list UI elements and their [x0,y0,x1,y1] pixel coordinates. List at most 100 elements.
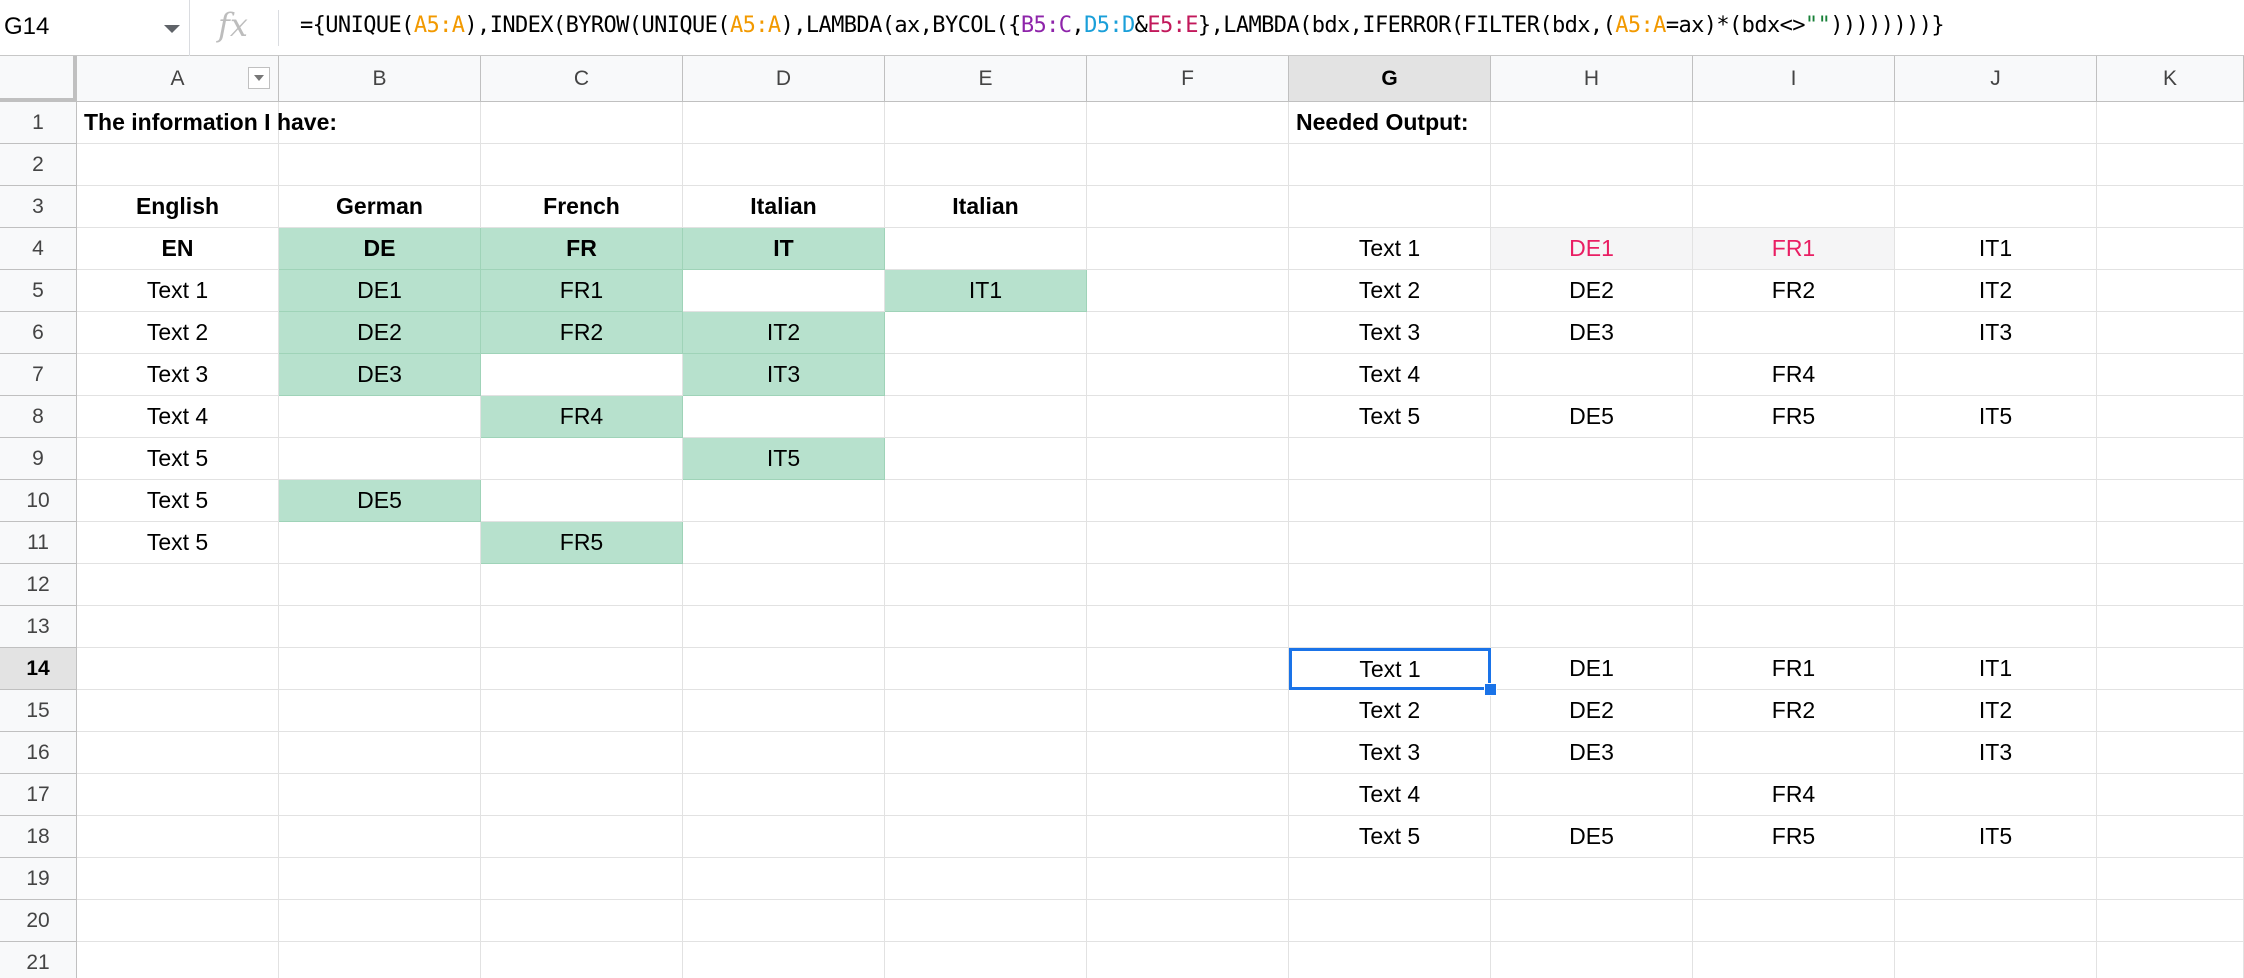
row-header-16[interactable]: 16 [0,732,77,774]
cell-h3[interactable] [1491,186,1693,228]
cell-b20[interactable] [279,900,481,942]
cell-j1[interactable] [1895,102,2097,144]
cell-b4[interactable]: DE [279,228,481,270]
cell-k9[interactable] [2097,438,2244,480]
cell-j9[interactable] [1895,438,2097,480]
cell-j15[interactable]: IT2 [1895,690,2097,732]
cell-c20[interactable] [481,900,683,942]
cell-c15[interactable] [481,690,683,732]
cell-e9[interactable] [885,438,1087,480]
cell-e14[interactable] [885,648,1087,690]
cell-d7[interactable]: IT3 [683,354,885,396]
row-header-20[interactable]: 20 [0,900,77,942]
cell-g15[interactable]: Text 2 [1289,690,1491,732]
cell-j5[interactable]: IT2 [1895,270,2097,312]
cell-h6[interactable]: DE3 [1491,312,1693,354]
cell-h7[interactable] [1491,354,1693,396]
column-header-k[interactable]: K [2097,56,2244,102]
cell-k7[interactable] [2097,354,2244,396]
cell-e11[interactable] [885,522,1087,564]
cell-f17[interactable] [1087,774,1289,816]
column-header-i[interactable]: I [1693,56,1895,102]
cell-k1[interactable] [2097,102,2244,144]
cell-d11[interactable] [683,522,885,564]
cell-b19[interactable] [279,858,481,900]
cell-c16[interactable] [481,732,683,774]
cell-h9[interactable] [1491,438,1693,480]
cell-d9[interactable]: IT5 [683,438,885,480]
cell-b11[interactable] [279,522,481,564]
cell-k20[interactable] [2097,900,2244,942]
cell-k18[interactable] [2097,816,2244,858]
cell-f16[interactable] [1087,732,1289,774]
cell-e10[interactable] [885,480,1087,522]
cell-e17[interactable] [885,774,1087,816]
cell-e16[interactable] [885,732,1087,774]
cell-j4[interactable]: IT1 [1895,228,2097,270]
cell-f8[interactable] [1087,396,1289,438]
column-header-b[interactable]: B [279,56,481,102]
cell-f10[interactable] [1087,480,1289,522]
cell-j11[interactable] [1895,522,2097,564]
cell-d2[interactable] [683,144,885,186]
cell-f18[interactable] [1087,816,1289,858]
cell-g18[interactable]: Text 5 [1289,816,1491,858]
cell-b10[interactable]: DE5 [279,480,481,522]
cell-i15[interactable]: FR2 [1693,690,1895,732]
cell-f19[interactable] [1087,858,1289,900]
cell-i6[interactable] [1693,312,1895,354]
row-header-13[interactable]: 13 [0,606,77,648]
cell-c5[interactable]: FR1 [481,270,683,312]
cell-j2[interactable] [1895,144,2097,186]
cell-d16[interactable] [683,732,885,774]
cell-g12[interactable] [1289,564,1491,606]
row-header-4[interactable]: 4 [0,228,77,270]
cell-b1[interactable] [279,102,481,144]
row-header-3[interactable]: 3 [0,186,77,228]
cell-g17[interactable]: Text 4 [1289,774,1491,816]
cell-c17[interactable] [481,774,683,816]
cell-d8[interactable] [683,396,885,438]
cell-b3[interactable]: German [279,186,481,228]
cell-i21[interactable] [1693,942,1895,978]
cell-c3[interactable]: French [481,186,683,228]
cell-e5[interactable]: IT1 [885,270,1087,312]
cell-f20[interactable] [1087,900,1289,942]
cell-d21[interactable] [683,942,885,978]
cell-g9[interactable] [1289,438,1491,480]
cell-a15[interactable] [77,690,279,732]
cell-e19[interactable] [885,858,1087,900]
cell-b13[interactable] [279,606,481,648]
cell-f4[interactable] [1087,228,1289,270]
cell-c8[interactable]: FR4 [481,396,683,438]
row-header-8[interactable]: 8 [0,396,77,438]
cell-h21[interactable] [1491,942,1693,978]
row-header-21[interactable]: 21 [0,942,77,978]
row-header-2[interactable]: 2 [0,144,77,186]
cell-e3[interactable]: Italian [885,186,1087,228]
cell-e2[interactable] [885,144,1087,186]
cell-f15[interactable] [1087,690,1289,732]
cell-h20[interactable] [1491,900,1693,942]
cell-c9[interactable] [481,438,683,480]
cell-h4[interactable]: DE1 [1491,228,1693,270]
cell-d5[interactable] [683,270,885,312]
cell-a17[interactable] [77,774,279,816]
cell-g20[interactable] [1289,900,1491,942]
cell-j14[interactable]: IT1 [1895,648,2097,690]
cell-d10[interactable] [683,480,885,522]
column-header-g[interactable]: G [1289,56,1491,102]
cell-e15[interactable] [885,690,1087,732]
cell-i2[interactable] [1693,144,1895,186]
cell-e21[interactable] [885,942,1087,978]
cell-i13[interactable] [1693,606,1895,648]
column-header-e[interactable]: E [885,56,1087,102]
name-box[interactable]: G14 [0,0,190,56]
cell-f11[interactable] [1087,522,1289,564]
cell-g1[interactable]: Needed Output: [1289,102,1491,144]
cell-f21[interactable] [1087,942,1289,978]
cell-c7[interactable] [481,354,683,396]
cell-e4[interactable] [885,228,1087,270]
cell-a7[interactable]: Text 3 [77,354,279,396]
cell-i18[interactable]: FR5 [1693,816,1895,858]
